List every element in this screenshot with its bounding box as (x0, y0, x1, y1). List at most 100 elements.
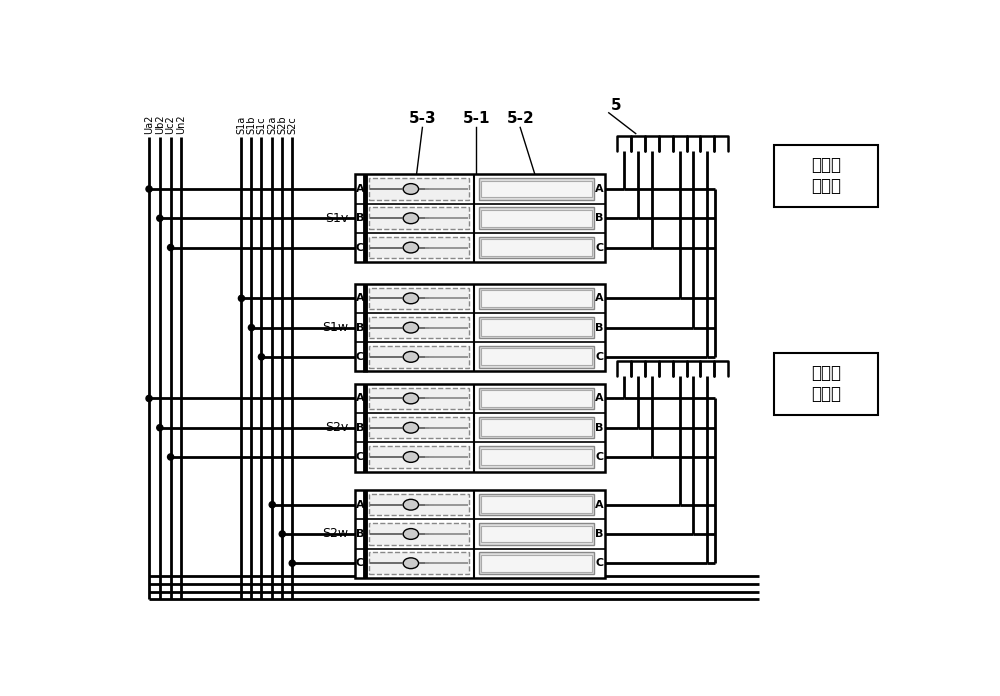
Ellipse shape (403, 528, 419, 539)
Text: S2w: S2w (322, 528, 348, 541)
Text: B: B (595, 213, 604, 223)
Ellipse shape (403, 557, 419, 569)
Bar (481, 448, 592, 466)
Bar (355, 175, 605, 262)
Text: C: C (595, 558, 604, 568)
Bar (369, 388, 469, 409)
Text: C: C (356, 452, 364, 462)
Text: 5-1: 5-1 (463, 111, 490, 126)
Text: 接线柱: 接线柱 (811, 386, 841, 403)
Text: Uc2: Uc2 (166, 116, 176, 134)
Ellipse shape (403, 393, 419, 404)
Circle shape (289, 560, 295, 567)
Circle shape (157, 215, 163, 221)
Text: C: C (356, 242, 364, 253)
Text: A: A (595, 500, 604, 509)
Text: A: A (595, 293, 604, 303)
Text: 5-2: 5-2 (506, 111, 534, 126)
Bar (481, 496, 592, 513)
Text: C: C (356, 558, 364, 568)
Text: A: A (356, 500, 364, 509)
Text: 新表位: 新表位 (811, 157, 841, 175)
Bar (369, 523, 469, 545)
Text: B: B (595, 323, 604, 333)
Text: A: A (356, 293, 364, 303)
Text: A: A (356, 393, 364, 404)
Ellipse shape (403, 499, 419, 510)
Bar (481, 239, 592, 256)
Text: S1b: S1b (246, 116, 256, 134)
Bar (369, 317, 469, 338)
Bar (479, 388, 594, 409)
Ellipse shape (403, 293, 419, 303)
Text: 旧表位: 旧表位 (811, 364, 841, 382)
Circle shape (258, 354, 265, 360)
Bar (479, 553, 594, 574)
Bar (774, 145, 878, 207)
Text: A: A (595, 184, 604, 194)
Text: Ua2: Ua2 (144, 115, 154, 134)
Bar (481, 555, 592, 571)
Circle shape (146, 186, 152, 192)
Bar (369, 417, 469, 438)
Ellipse shape (403, 422, 419, 433)
Bar (479, 494, 594, 516)
Text: A: A (356, 184, 364, 194)
Bar (481, 390, 592, 407)
Bar (369, 237, 469, 258)
Bar (355, 284, 605, 372)
Circle shape (269, 502, 275, 508)
Text: B: B (356, 422, 364, 433)
Bar (481, 525, 592, 542)
Circle shape (248, 324, 255, 331)
Bar (369, 446, 469, 468)
Bar (481, 180, 592, 198)
Text: S1v: S1v (325, 212, 348, 225)
Text: 接线柱: 接线柱 (811, 177, 841, 196)
Circle shape (168, 454, 174, 460)
Bar (369, 494, 469, 516)
Text: C: C (356, 352, 364, 362)
Bar (479, 346, 594, 367)
Text: S2c: S2c (287, 117, 297, 134)
Text: Un2: Un2 (176, 115, 186, 134)
Text: C: C (595, 242, 604, 253)
Circle shape (146, 395, 152, 402)
Circle shape (279, 531, 285, 537)
Text: S2v: S2v (325, 421, 348, 434)
Text: B: B (595, 529, 604, 539)
Bar (481, 209, 592, 227)
Bar (481, 349, 592, 365)
Bar (369, 287, 469, 309)
Bar (479, 417, 594, 438)
Bar (369, 346, 469, 367)
Text: A: A (595, 393, 604, 404)
Ellipse shape (403, 322, 419, 333)
Bar (479, 178, 594, 200)
Text: B: B (356, 213, 364, 223)
Ellipse shape (403, 351, 419, 362)
Bar (369, 553, 469, 574)
Circle shape (238, 295, 245, 301)
Text: B: B (356, 323, 364, 333)
Text: S2b: S2b (277, 116, 287, 134)
Bar (355, 383, 605, 472)
Bar (481, 419, 592, 436)
Text: C: C (595, 452, 604, 462)
Bar (774, 353, 878, 415)
Ellipse shape (403, 242, 419, 253)
Text: C: C (595, 352, 604, 362)
Text: S1w: S1w (322, 321, 348, 334)
Bar (479, 446, 594, 468)
Ellipse shape (403, 452, 419, 462)
Bar (479, 523, 594, 545)
Text: 5-3: 5-3 (409, 111, 436, 126)
Circle shape (157, 425, 163, 431)
Bar (369, 207, 469, 229)
Bar (481, 319, 592, 336)
Bar (369, 178, 469, 200)
Text: Ub2: Ub2 (155, 115, 165, 134)
Text: 5: 5 (611, 97, 622, 113)
Text: S2a: S2a (267, 116, 277, 134)
Bar (479, 207, 594, 229)
